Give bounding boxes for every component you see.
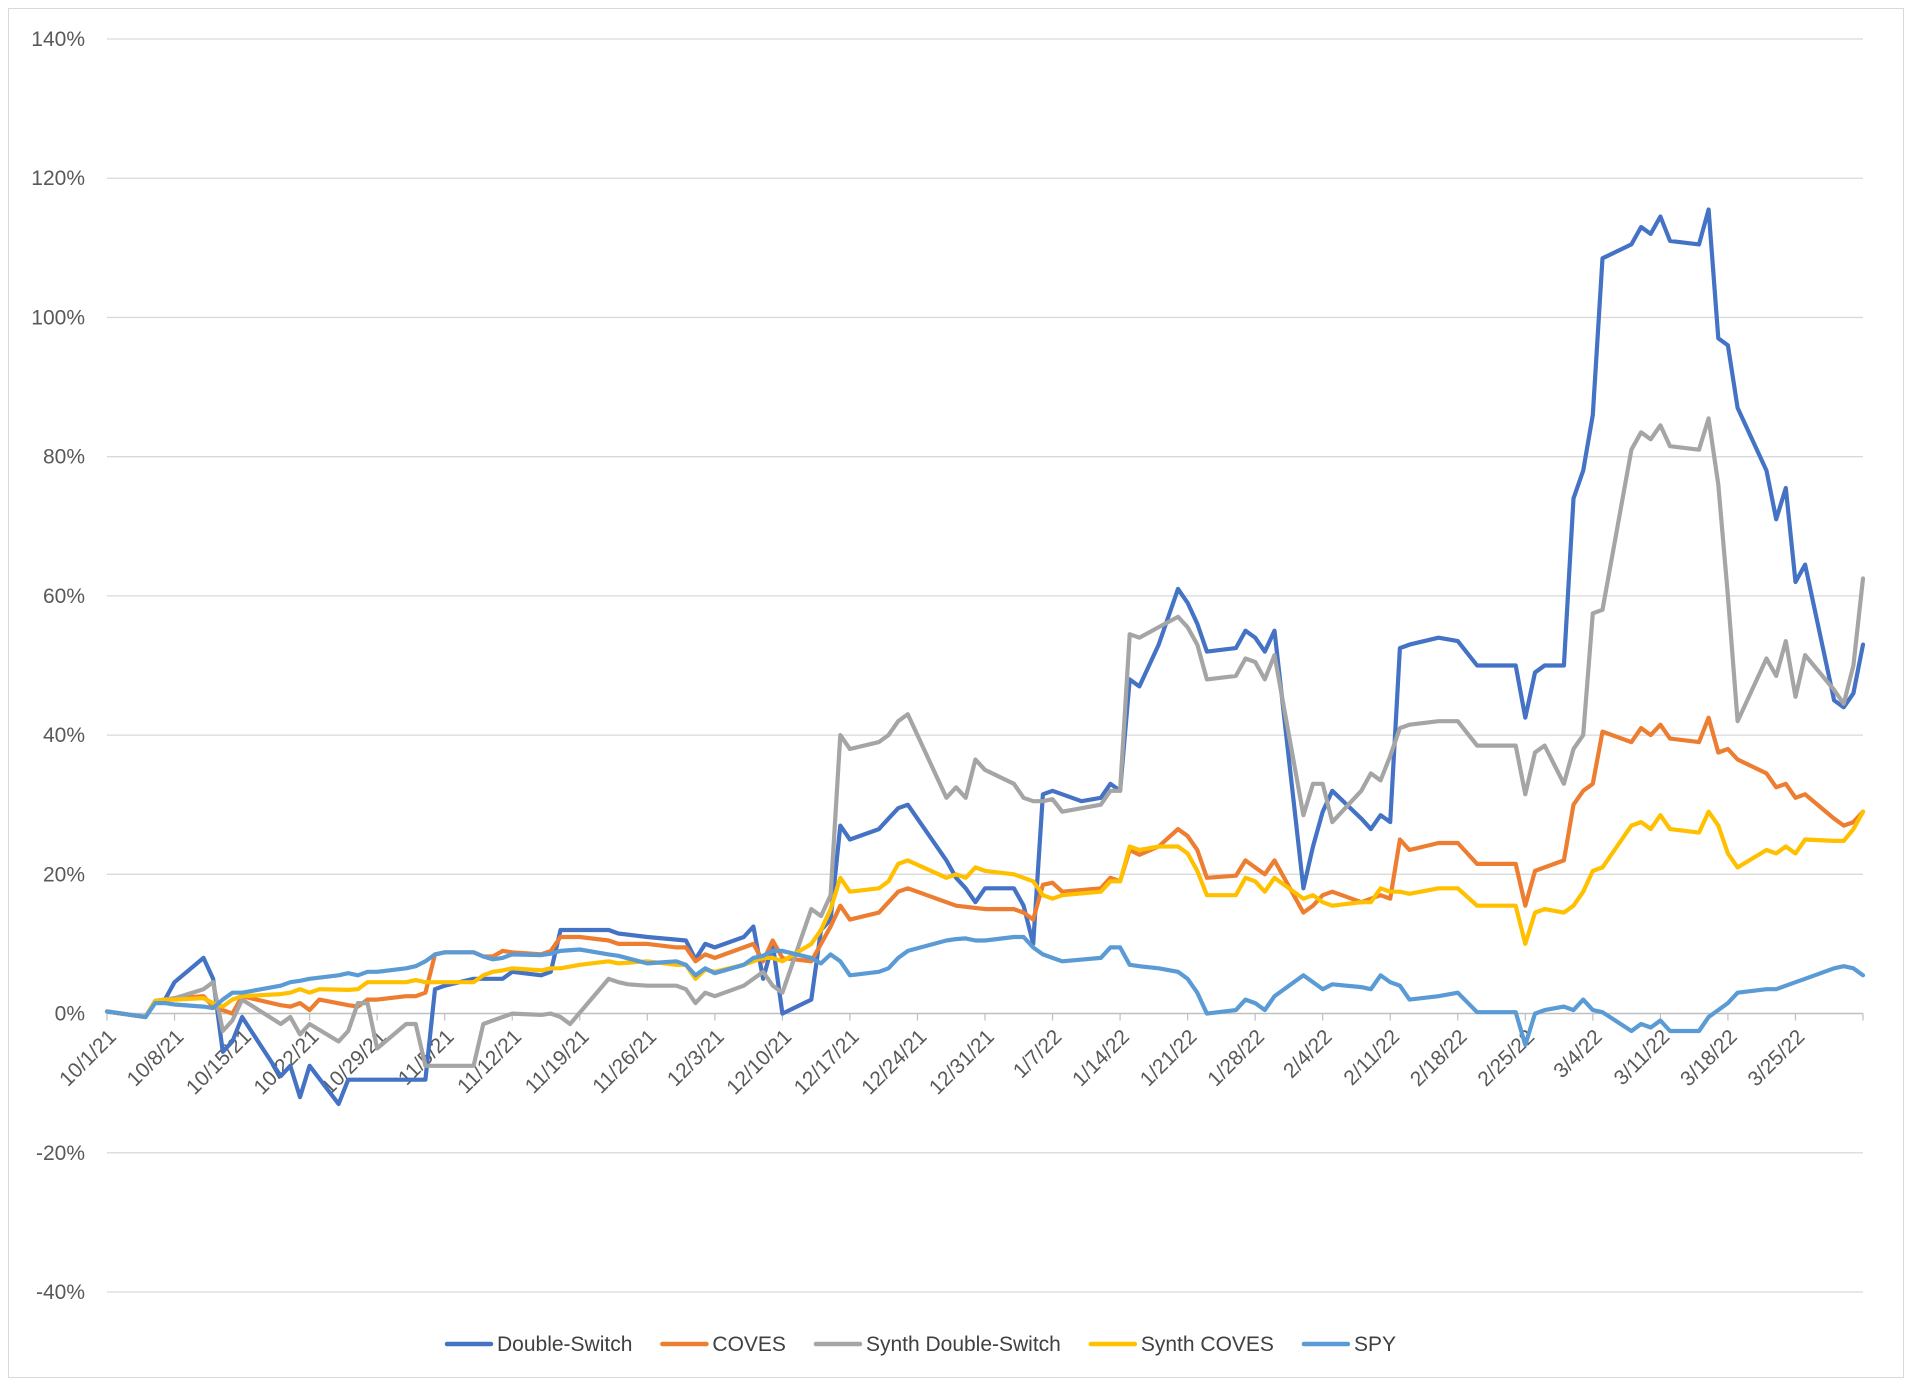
chart-frame: -40% -20% 0% 20% 40% 60% 80% 100% 120% 140% 10/1/… [8,8,1904,1378]
legend-label-2: COVES [712,1333,786,1356]
legend: Double-Switch COVES Synth Double-Switch Syn… [444,1333,1396,1356]
y-tick-label: 20% [43,863,85,886]
series-line-5 [104,934,1866,1048]
x-tick-label: 2/4/22 [1279,1025,1337,1083]
y-tick-label: 140% [31,28,85,51]
y-tick-label: -20% [36,1142,85,1165]
legend-label-5: SPY [1354,1333,1396,1356]
x-tick-label: 1/14/22 [1068,1025,1134,1091]
line-chart: -40% -20% 0% 20% 40% 60% 80% 100% 120% 140% 10/1/… [31,28,1866,1356]
gridlines [107,38,1863,1293]
y-tick-label: -40% [36,1281,85,1304]
y-tick-label: 100% [31,306,85,329]
legend-label-1: Double-Switch [497,1333,632,1356]
x-tick-label: 10/22/21 [249,1025,323,1099]
x-tick-label: 11/26/21 [588,1025,661,1098]
y-tick-label: 80% [43,446,85,469]
series-line-2 [104,715,1866,1020]
x-tick-label: 12/24/21 [857,1025,931,1099]
x-tick-label: 12/10/21 [722,1025,796,1099]
x-tick-label: 2/18/22 [1406,1025,1472,1091]
y-tick-label: 60% [43,585,85,608]
x-tick-label: 3/18/22 [1676,1025,1742,1091]
legend-label-3: Synth Double-Switch [866,1333,1061,1356]
x-tick-label: 3/11/22 [1610,1025,1675,1090]
x-tick-label: 12/31/21 [925,1025,999,1099]
y-tick-label: 0% [55,1003,85,1026]
x-tick-label: 2/11/22 [1339,1025,1404,1090]
x-tick-label: 3/25/22 [1744,1025,1810,1091]
legend-label-4: Synth COVES [1141,1333,1274,1356]
x-tick-label: 1/21/22 [1136,1025,1202,1091]
x-tick-label: 1/28/22 [1203,1025,1269,1091]
y-axis: -40% -20% 0% 20% 40% 60% 80% 100% 120% 140% [31,28,85,1304]
x-tick-label: 11/19/21 [521,1025,594,1098]
x-tick-label: 3/4/22 [1549,1025,1607,1083]
y-tick-label: 40% [43,724,85,747]
series-line-3 [104,416,1866,1068]
x-tick-label: 11/12/21 [453,1025,526,1098]
x-tick-label: 12/17/21 [790,1025,864,1099]
x-tick-label: 10/1/21 [55,1025,121,1091]
x-tick-label: 12/3/21 [663,1025,729,1091]
x-tick-label: 1/7/22 [1009,1025,1067,1083]
series-line-1 [104,207,1866,1107]
y-tick-label: 120% [31,167,85,190]
series-lines [104,207,1866,1107]
series-line-4 [104,809,1866,1020]
x-tick-label: 10/8/21 [123,1025,189,1091]
